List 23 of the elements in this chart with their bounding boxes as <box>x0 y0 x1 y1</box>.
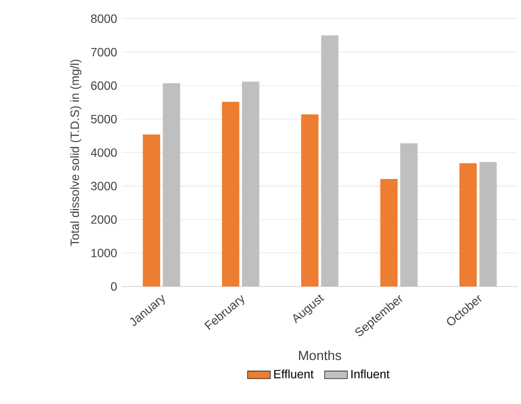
x-axis-title: Months <box>299 350 342 360</box>
legend-label: Effluent <box>274 369 314 378</box>
y-tick-label: 3000 <box>90 182 117 190</box>
y-axis-title: Total dissolve solid (T.D.S) in (mg/l) <box>70 60 82 246</box>
y-tick-label: 0 <box>111 282 117 291</box>
y-tick-label: 1000 <box>91 248 117 258</box>
bar <box>400 143 418 286</box>
y-tick-label: 5000 <box>91 114 117 124</box>
bar <box>479 162 497 286</box>
bar <box>162 83 180 286</box>
bar <box>301 114 318 286</box>
y-tick-label: 4000 <box>90 148 117 157</box>
y-tick-label: 8000 <box>91 14 117 23</box>
bar <box>142 134 160 286</box>
bar <box>242 81 260 286</box>
bar <box>222 101 240 286</box>
bar <box>321 35 338 286</box>
y-tick-label: 2000 <box>91 215 117 224</box>
y-tick-label: 7000 <box>91 48 117 56</box>
bar <box>380 178 398 286</box>
legend-label: Influent <box>351 369 390 378</box>
y-tick-label: 6000 <box>91 81 117 90</box>
bar <box>459 163 477 286</box>
